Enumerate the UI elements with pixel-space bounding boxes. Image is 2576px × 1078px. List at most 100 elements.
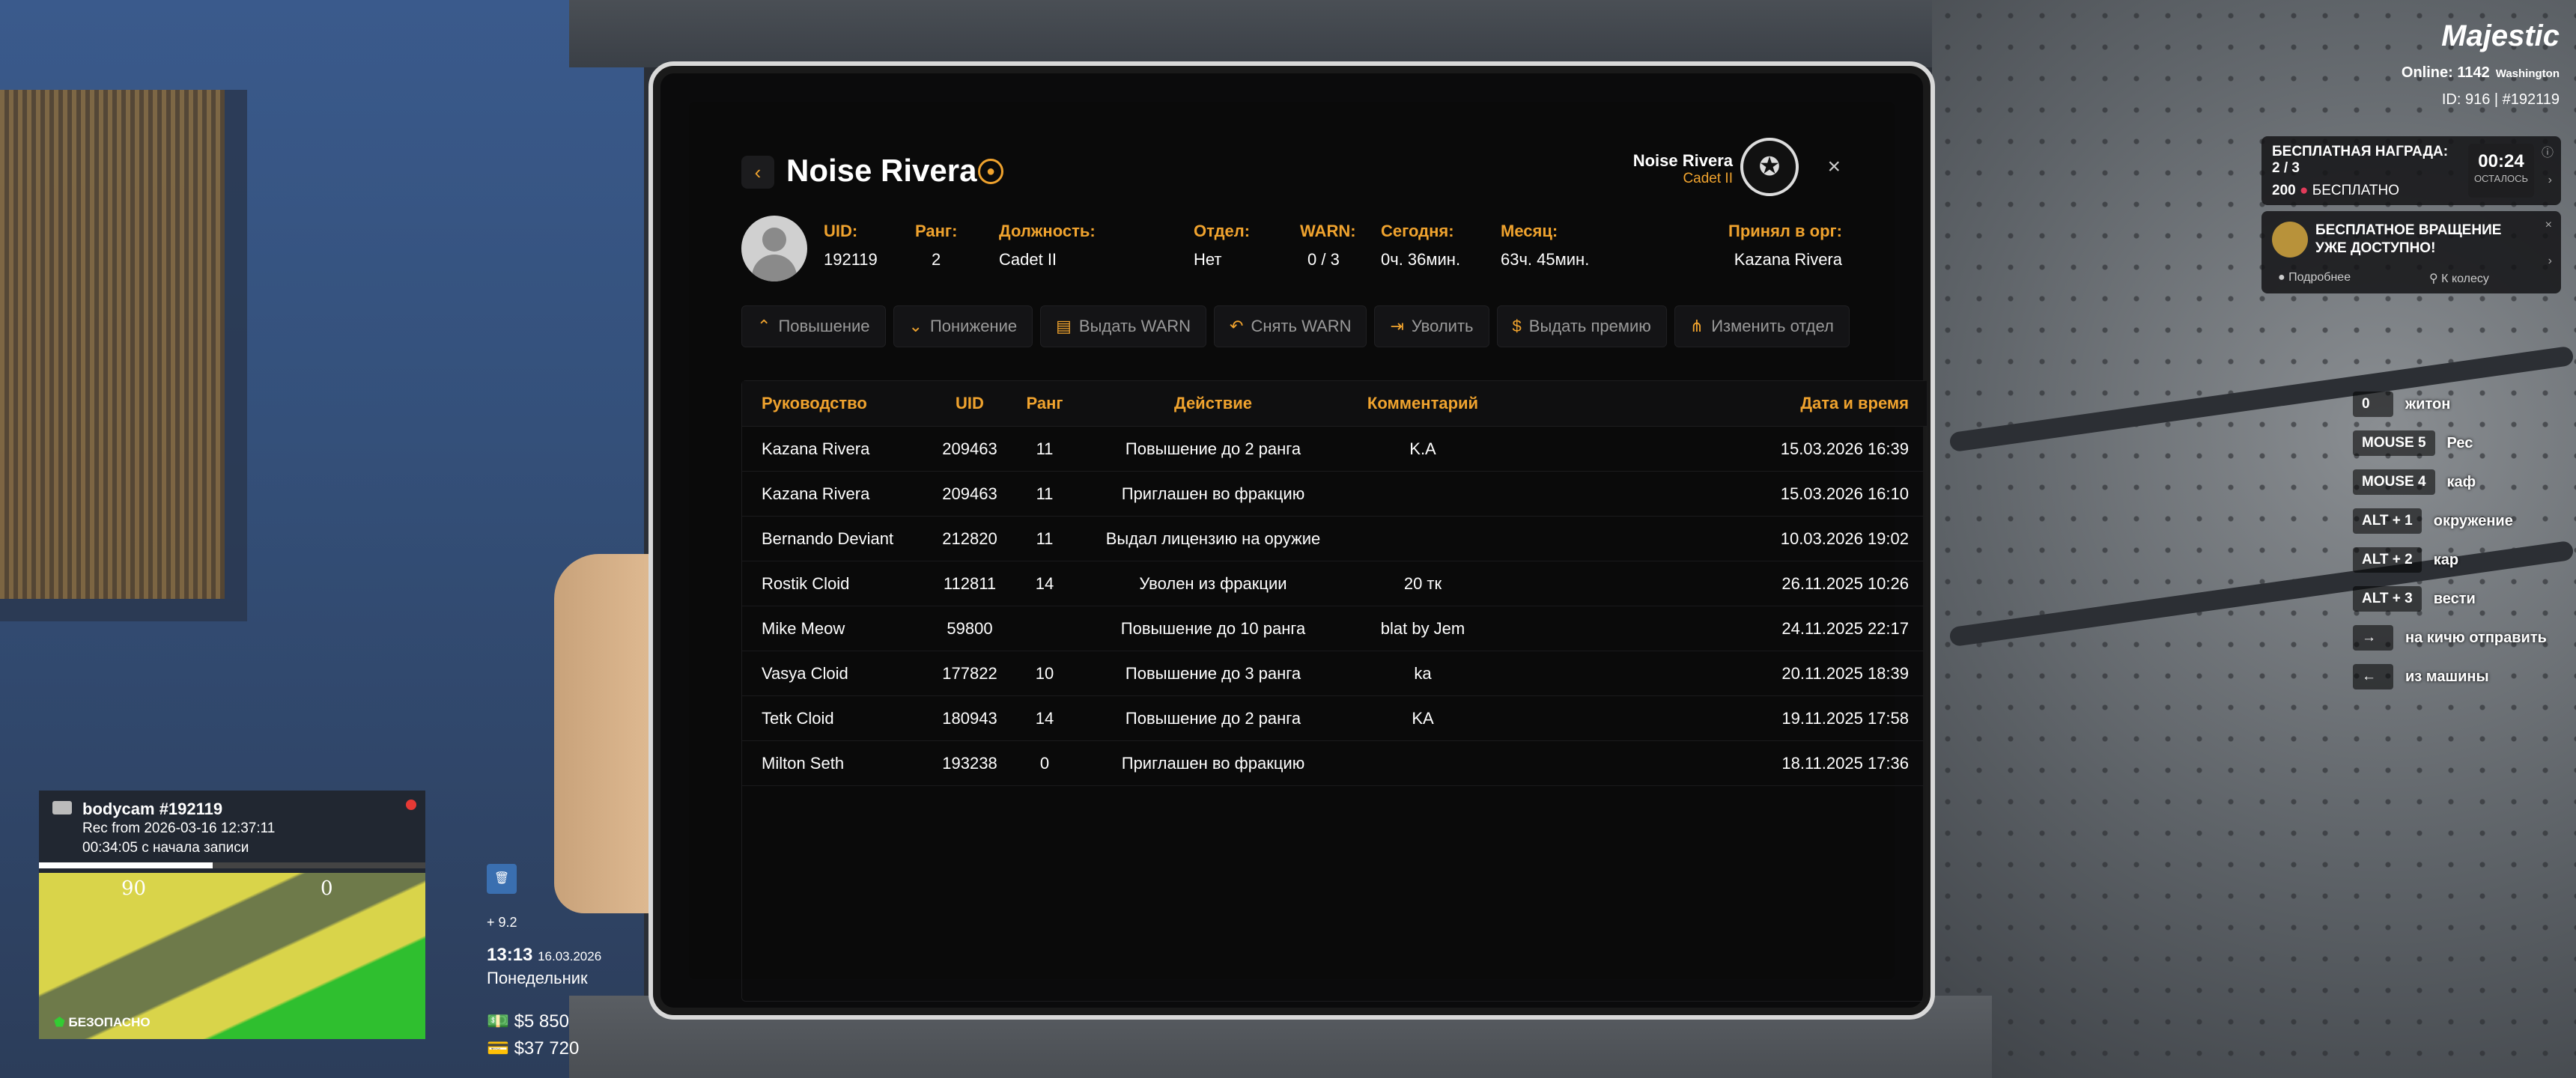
keybind-action: каф [2446, 473, 2476, 490]
page-title: Noise Rivera [786, 153, 977, 188]
table-row: Mike Meow 59800 Повышение до 10 ранга blat … [742, 606, 1927, 651]
table-cell: 212820 [942, 529, 997, 548]
camera-icon [52, 801, 72, 814]
free-spin-panel[interactable]: БЕСПЛАТНОЕ ВРАЩЕНИЕ УЖЕ ДОСТУПНО! × › ● … [2261, 211, 2561, 293]
field-department: Отдел: Нет [1194, 222, 1251, 269]
close-icon[interactable]: × [2545, 219, 2552, 231]
close-button[interactable]: × [1827, 154, 1841, 180]
table-cell: 15.03.2026 16:39 [1780, 439, 1909, 458]
player-arm [554, 554, 659, 913]
table-cell: Vasya Cloid [762, 663, 848, 683]
change-department-button[interactable]: ⋔ Изменить отдел [1674, 305, 1850, 347]
table-row: Bernando Deviant 212820 11 Выдал лицензию н… [742, 517, 1927, 561]
field-month: Месяц: 63ч. 45мин. [1501, 222, 1590, 269]
key-label: ← [2353, 664, 2393, 689]
table-row: Kazana Rivera 209463 11 Повышение до 2 ранг… [742, 427, 1927, 472]
table-cell: KA [1412, 708, 1434, 728]
table-row: Tetk Cloid 180943 14 Повышение до 2 ранга KA… [742, 696, 1927, 741]
field-position: Должность: Cadet II [999, 222, 1096, 269]
table-cell: Повышение до 10 ранга [1120, 618, 1306, 638]
table-cell: 11 [1036, 529, 1054, 548]
cash-amount: 💵 $5 850 [487, 1011, 569, 1032]
keybind-row: → на кичю отправить [2353, 618, 2547, 657]
remove-warn-button[interactable]: ↶ Снять WARN [1214, 305, 1367, 347]
table-cell: 14 [1035, 708, 1054, 728]
chevron-right-icon[interactable]: › [2548, 174, 2552, 186]
header-user-rank: Cadet II [1683, 171, 1733, 186]
dismiss-button[interactable]: ⇥ Уволить [1374, 305, 1489, 347]
demote-button[interactable]: ⌄ Понижение [893, 305, 1033, 347]
keybind-row: MOUSE 5 Рес [2353, 424, 2547, 463]
keybind-row: MOUSE 4 каф [2353, 463, 2547, 502]
table-cell: 177822 [942, 663, 997, 683]
clock: 13:13 16.03.2026 [487, 945, 602, 965]
table-cell: Приглашен во фракцию [1121, 753, 1305, 773]
keybind-action: кар [2433, 551, 2459, 568]
key-label: ALT + 3 [2353, 586, 2422, 612]
table-cell: 10 [1035, 663, 1054, 683]
reward-timer: 00:24 ОСТАЛОСЬ [2468, 144, 2534, 198]
keybind-action: на кичю отправить [2405, 629, 2547, 646]
key-label: ALT + 2 [2353, 547, 2422, 573]
keybind-row: ALT + 2 кар [2353, 540, 2547, 579]
table-cell: 14 [1035, 573, 1054, 593]
table-row: Milton Seth 193238 0 Приглашен во фракцию 18… [742, 741, 1927, 786]
promote-button[interactable]: ⌃ Повышение [741, 305, 886, 347]
avatar [741, 216, 807, 281]
field-accepted-by: Принял в орг: Kazana Rivera [1728, 222, 1842, 269]
keybind-row: ALT + 3 вести [2353, 579, 2547, 618]
header-user-name: Noise Rivera [1632, 151, 1733, 170]
to-wheel-link[interactable]: ⚲ К колесу [2429, 272, 2489, 285]
table-cell: K.A [1409, 439, 1436, 458]
table-cell: Mike Meow [762, 618, 845, 638]
table-cell: Bernando Deviant [762, 529, 894, 548]
online-counter: Online: 1142 Washington [2401, 64, 2560, 81]
safe-zone-label: ⬟ БЕЗОПАСНО [54, 1015, 151, 1029]
weekday: Понедельник [487, 969, 588, 987]
free-reward-panel[interactable]: БЕСПЛАТНАЯ НАГРАДА: 2 / 3 200 ● БЕСПЛАТН… [2261, 136, 2561, 205]
table-cell: Приглашен во фракцию [1121, 484, 1305, 503]
info-icon[interactable]: ⓘ [2541, 147, 2554, 159]
more-link[interactable]: ● Подробнее [2278, 271, 2351, 284]
key-label: MOUSE 4 [2353, 469, 2435, 495]
table-header: Руководство UID Ранг Действие Комментари… [742, 381, 1927, 427]
table-cell: 10.03.2026 19:02 [1780, 529, 1909, 548]
action-bar: ⌃ Повышение ⌄ Понижение ▤ Выдать WARN ↶ Снят… [741, 305, 1850, 347]
field-uid: UID: 192119 [824, 222, 878, 269]
wheel-coin-icon [2272, 222, 2308, 258]
bodycam-progress [39, 862, 425, 868]
table-cell: Rostik Cloid [762, 573, 850, 593]
exit-icon: ⇥ [1390, 317, 1404, 335]
trash-icon[interactable]: 🗑 [487, 864, 517, 894]
table-row: Kazana Rivera 209463 11 Приглашен во фракци… [742, 472, 1927, 517]
keybind-list: 0 житон MOUSE 5 Рес MOUSE 4 каф ALT + 1 окружен… [2353, 385, 2547, 696]
give-warn-button[interactable]: ▤ Выдать WARN [1040, 305, 1207, 347]
table-cell: 15.03.2026 16:10 [1780, 484, 1909, 503]
history-table: Руководство UID Ранг Действие Комментари… [741, 380, 1928, 1002]
table-cell: 26.11.2025 10:26 [1781, 573, 1909, 593]
keybind-action: вести [2433, 590, 2476, 607]
table-cell: 193238 [942, 753, 997, 773]
table-cell: 20.11.2025 18:39 [1781, 663, 1909, 683]
majestic-logo: Majestic [2441, 19, 2560, 52]
back-button[interactable]: ‹ [741, 156, 774, 189]
field-today: Сегодня: 0ч. 36мин. [1381, 222, 1461, 269]
table-cell: Tetk Cloid [762, 708, 834, 728]
table-cell: 20 тк [1403, 573, 1442, 593]
give-bonus-button[interactable]: $ Выдать премию [1496, 305, 1667, 347]
table-cell: Повышение до 2 ранга [1125, 439, 1301, 458]
field-rank: Ранг: 2 [915, 222, 958, 269]
table-row: Rostik Cloid 112811 14 Уволен из фракции 20 … [742, 561, 1927, 606]
tablet-screen: ‹ Noise Rivera ● Noise Rivera Cadet II ✪… [689, 102, 1928, 1002]
table-cell: Повышение до 3 ранга [1125, 663, 1301, 683]
key-label: → [2353, 625, 2393, 651]
table-cell: Повышение до 2 ранга [1125, 708, 1301, 728]
warn-doc-icon: ▤ [1056, 317, 1072, 335]
key-label: 0 [2353, 392, 2393, 417]
table-cell: blat by Jem [1380, 618, 1465, 638]
chevron-right-icon[interactable]: › [2548, 255, 2552, 267]
table-cell: Уволен из фракции [1139, 573, 1287, 593]
keybind-row: 0 житон [2353, 385, 2547, 424]
keybind-action: Рес [2446, 434, 2473, 451]
table-row: Vasya Cloid 177822 10 Повышение до 3 ранга k… [742, 651, 1927, 696]
